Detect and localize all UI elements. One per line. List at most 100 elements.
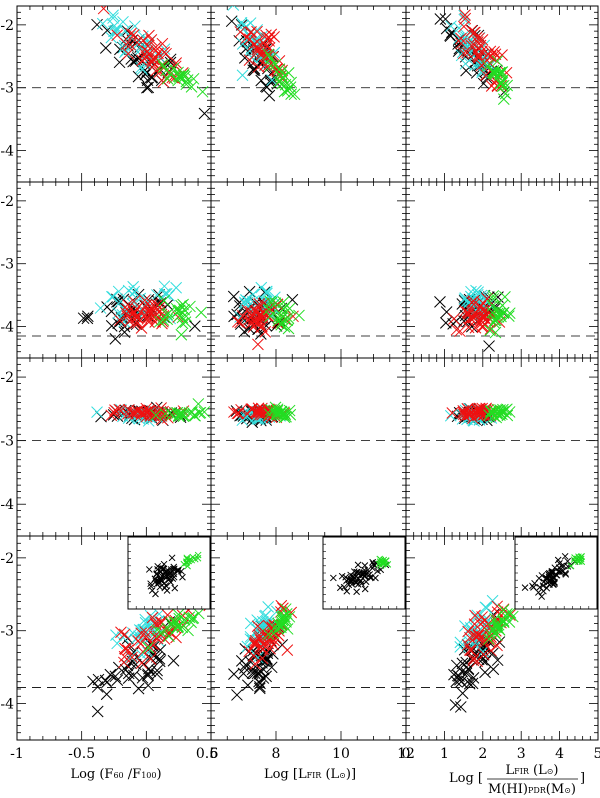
marker-black [109, 670, 122, 683]
marker-red [467, 652, 480, 665]
marker-red [122, 408, 134, 420]
panel-r2-c3 [405, 181, 599, 359]
marker-red [136, 406, 149, 419]
scatter-markers [77, 280, 208, 345]
marker-red [252, 61, 265, 73]
marker-green [171, 407, 184, 419]
inset-marker-black [168, 554, 176, 562]
panel-r4-c1: -2 -3 -4 -1 -0.5 0 0.5 [0, 535, 218, 762]
marker-black [109, 333, 122, 345]
x-tick-label: 2 [478, 746, 487, 762]
marker-cyan [105, 31, 118, 44]
x-tick-label: -1 [10, 746, 24, 762]
inset-marker-black [543, 584, 551, 592]
marker-cyan [118, 315, 130, 328]
marker-green [499, 610, 512, 622]
inset-marker-black [545, 571, 553, 579]
marker-red [459, 9, 471, 21]
marker-green [262, 48, 275, 61]
marker-green [184, 300, 196, 313]
inset-marker-black [356, 577, 364, 585]
marker-green [493, 623, 506, 636]
marker-green [183, 407, 196, 419]
marker-black [253, 682, 266, 695]
scatter-markers [227, 281, 305, 351]
marker-black [439, 13, 452, 25]
marker-green [491, 311, 503, 324]
marker-red [128, 295, 140, 308]
marker-black [77, 312, 90, 325]
marker-red [127, 306, 140, 318]
marker-green [264, 310, 277, 322]
marker-cyan [471, 609, 484, 622]
marker-black [238, 325, 251, 338]
x-axis-label-3: Log [ [449, 771, 483, 786]
x-axis-label-2: Log [LFIR (L⊙)] [264, 767, 356, 782]
marker-green [269, 58, 282, 71]
marker-black [241, 679, 254, 692]
inset-marker-black [350, 568, 358, 575]
marker-red [497, 603, 510, 616]
marker-cyan [244, 617, 257, 630]
marker-red [250, 406, 263, 419]
marker-black [225, 15, 238, 28]
marker-cyan [136, 63, 149, 76]
marker-red [251, 25, 263, 38]
marker-green [175, 328, 188, 341]
marker-black [263, 89, 276, 102]
inset-marker-black [171, 584, 179, 592]
marker-green [490, 617, 503, 630]
marker-red [236, 310, 249, 322]
inset-marker-black [370, 560, 377, 568]
inset-marker-green [183, 559, 190, 566]
marker-green [177, 298, 189, 311]
marker-cyan [240, 294, 253, 307]
marker-red [470, 45, 483, 58]
marker-cyan [124, 651, 137, 663]
marker-red [128, 306, 141, 318]
inset-marker-black [564, 557, 571, 565]
inset-marker-black [177, 567, 185, 575]
y-tick-label: -2 [0, 551, 14, 567]
marker-green [157, 61, 170, 73]
marker-cyan [454, 641, 467, 653]
marker-red [467, 654, 480, 667]
marker-green [157, 314, 170, 326]
marker-red [143, 404, 156, 417]
marker-cyan [117, 15, 129, 28]
marker-cyan [444, 409, 457, 422]
marker-red [476, 320, 489, 332]
inset-plot [514, 536, 598, 610]
y-tick-label: -4 [0, 320, 14, 336]
marker-red [252, 300, 265, 313]
marker-red [135, 627, 147, 640]
marker-cyan [114, 295, 127, 308]
marker-red [125, 27, 137, 40]
marker-green [496, 408, 508, 421]
marker-red [149, 616, 162, 629]
marker-red [465, 406, 478, 418]
y-tick-label: -3 [0, 81, 14, 97]
marker-red [256, 652, 269, 665]
marker-red [261, 631, 274, 643]
marker-red [491, 639, 503, 652]
panel-r1-c1: -2 -3 -4 [0, 5, 212, 183]
marker-red [469, 609, 481, 622]
marker-black [246, 667, 259, 679]
marker-green [161, 72, 174, 85]
marker-red [472, 52, 485, 64]
marker-red [459, 410, 471, 423]
marker-red [151, 298, 163, 311]
marker-red [243, 645, 256, 658]
x-axis-labels: Log (F60 /F100) Log [LFIR (L⊙)] Log [LFIR … [70, 763, 585, 797]
marker-red [489, 48, 502, 61]
marker-black [456, 687, 469, 700]
y-tick-label: -4 [0, 697, 14, 713]
marker-black [92, 673, 105, 686]
marker-green [489, 613, 501, 625]
marker-red [122, 47, 135, 60]
inset-marker-black [163, 587, 171, 594]
marker-cyan [453, 22, 465, 34]
marker-cyan [271, 605, 283, 618]
marker-cyan [480, 602, 493, 614]
